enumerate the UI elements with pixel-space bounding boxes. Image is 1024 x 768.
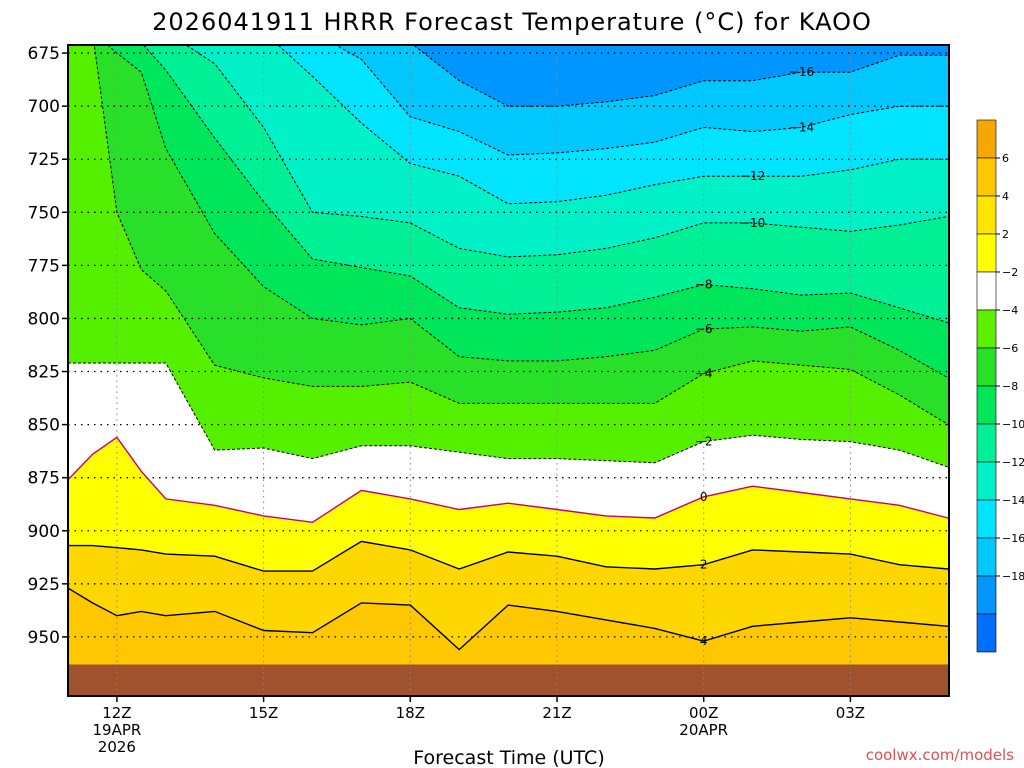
colorbar-label-4: 4 (1002, 190, 1009, 203)
colorbar-box-4 (976, 271, 997, 311)
contour-label-−8: −8 (695, 277, 713, 291)
plot-frame (67, 44, 950, 697)
contour-4 (68, 587, 949, 651)
y-tick-label-825: 825 (28, 363, 60, 383)
terrain-strip (68, 664, 949, 696)
colorbar-box-10 (976, 499, 997, 539)
x-tick-label-20APR: 20APR (679, 721, 728, 739)
colorbar-box-9 (976, 461, 997, 501)
chart-title: 2026041911 HRRR Forecast Temperature (°C… (152, 8, 872, 36)
contour-−4 (93, 45, 949, 426)
colorbar-box-2 (976, 195, 997, 235)
contour-−12 (277, 45, 949, 205)
y-tick-label-950: 950 (28, 628, 60, 648)
x-tick-label-21Z: 21Z (542, 704, 571, 722)
colorbar-label-−8: −8 (1002, 380, 1018, 393)
x-tick-label-2026: 2026 (98, 738, 136, 756)
grid-lines (68, 45, 949, 696)
y-tick-label-675: 675 (28, 44, 60, 64)
y-tick-label-725: 725 (28, 150, 60, 170)
contour-label-−6: −6 (695, 322, 713, 336)
colorbar-box-12 (976, 575, 997, 615)
colorbar-label-−14: −14 (1002, 494, 1024, 507)
colorbar-label-6: 6 (1002, 152, 1009, 165)
band-above-−16 (413, 45, 949, 107)
y-tick-label-750: 750 (28, 203, 60, 223)
colorbar-label-−16: −16 (1002, 532, 1024, 545)
colorbar-box-11 (976, 537, 997, 577)
y-tick-label-775: 775 (28, 256, 60, 276)
colorbar: 6 4 2 −2 −4 −6 −8 −10 −12 −14 −16 −18 (976, 119, 1024, 653)
y-tick-label-850: 850 (28, 416, 60, 436)
x-tick-label-15Z: 15Z (249, 704, 278, 722)
colorbar-box-1 (976, 157, 997, 197)
colorbar-label-−12: −12 (1002, 456, 1024, 469)
y-tick-label-700: 700 (28, 97, 60, 117)
x-tick-label-19APR: 19APR (92, 721, 141, 739)
colorbar-box-7 (976, 385, 997, 425)
colorbar-box-3 (976, 233, 997, 273)
temperature-fill-bands (68, 45, 949, 696)
contour-−6 (106, 45, 949, 379)
isotherm-labels: −16 −14 −12 −10 −8 −6 −4 −2 0 2 4 (695, 65, 814, 648)
contour-label-−4: −4 (695, 367, 713, 381)
x-tick-label-18Z: 18Z (396, 704, 425, 722)
y-tick-label-875: 875 (28, 469, 60, 489)
colorbar-box-13 (976, 613, 997, 653)
colorbar-box-5 (976, 309, 997, 349)
contour-−8 (142, 45, 949, 324)
colorbar-label-−6: −6 (1002, 342, 1018, 355)
credit-text: coolwx.com/models (866, 746, 1014, 764)
contour-label-4: 4 (700, 634, 708, 648)
contour-label-−12: −12 (740, 169, 765, 183)
contour-−14 (334, 45, 949, 156)
colorbar-label-−4: −4 (1002, 304, 1018, 317)
x-tick-label-00Z: 00Z (689, 704, 718, 722)
y-tick-label-925: 925 (28, 575, 60, 595)
isotherm-contours (68, 45, 949, 651)
colorbar-label-−10: −10 (1002, 418, 1024, 431)
colorbar-box-0 (976, 119, 997, 159)
y-axis: 675 700 725 750 775 800 825 850 875 900 925 950 (28, 44, 68, 648)
contour-label-−2: −2 (695, 435, 713, 449)
contour-label-−16: −16 (789, 65, 814, 79)
x-tick-label-03Z: 03Z (836, 704, 865, 722)
contour-label-−10: −10 (740, 216, 765, 230)
colorbar-box-6 (976, 347, 997, 387)
contour-label-0: 0 (700, 490, 708, 504)
contour-label-−14: −14 (789, 120, 814, 134)
colorbar-box-8 (976, 423, 997, 463)
colorbar-label-2: 2 (1002, 228, 1009, 241)
contour-−16 (412, 45, 949, 107)
contour-0 (68, 436, 949, 524)
contour-2 (68, 540, 949, 572)
x-tick-label-12Z: 12Z (102, 704, 131, 722)
y-tick-label-900: 900 (28, 522, 60, 542)
x-axis-label: Forecast Time (UTC) (413, 747, 604, 768)
contour-label-2: 2 (700, 558, 708, 572)
colorbar-label-−2: −2 (1002, 266, 1018, 279)
colorbar-label-−18: −18 (1002, 570, 1024, 583)
contour-−2 (68, 362, 949, 468)
y-tick-label-800: 800 (28, 309, 60, 329)
